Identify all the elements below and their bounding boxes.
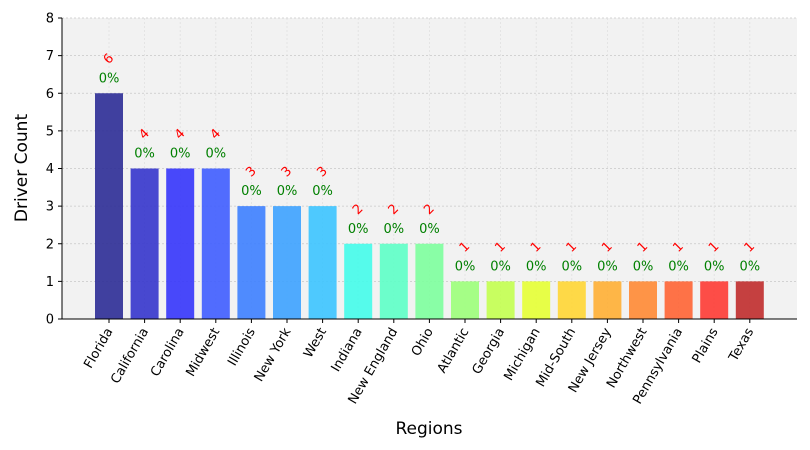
percent-label: 0% <box>277 184 298 199</box>
bar <box>308 206 337 319</box>
bar <box>593 281 622 319</box>
y-tick-label: 4 <box>46 162 54 177</box>
x-tick-label: West <box>301 326 330 361</box>
bars <box>95 93 764 319</box>
x-tick-label: Atlantic <box>435 326 473 376</box>
y-tick-label: 3 <box>46 200 54 215</box>
bar <box>629 281 657 319</box>
x-tick-label: Georgia <box>470 326 508 378</box>
percent-label: 0% <box>170 147 191 162</box>
y-axis-title: Driver Count <box>12 114 32 223</box>
bar <box>557 281 586 319</box>
bar <box>735 281 764 319</box>
percent-label: 0% <box>704 259 725 274</box>
x-tick-label: Indiana <box>329 326 366 375</box>
percent-label: 0% <box>455 259 476 274</box>
y-tick-label: 7 <box>46 49 54 64</box>
x-tick-label: Midwest <box>183 326 223 380</box>
bar <box>273 206 301 319</box>
percent-label: 0% <box>348 222 369 237</box>
bar <box>664 281 693 319</box>
y-axis: 0 1 2 3 4 5 6 7 8 <box>46 12 63 328</box>
bar <box>451 281 479 319</box>
y-tick-label: 8 <box>46 12 54 27</box>
bar <box>486 281 515 319</box>
percent-label: 0% <box>134 147 155 162</box>
percent-label: 0% <box>633 259 654 274</box>
percent-label: 0% <box>561 259 582 274</box>
percent-label: 0% <box>419 222 440 237</box>
percent-label: 0% <box>312 184 333 199</box>
x-tick-label: Ohio <box>409 325 437 359</box>
bar <box>95 93 123 319</box>
y-tick-label: 2 <box>46 237 54 252</box>
y-tick-label: 5 <box>46 124 54 139</box>
y-tick-label: 1 <box>46 275 54 290</box>
percent-labels: 0% 0% 0% 0% 0% 0% 0% 0% 0% 0% 0% 0% 0% 0% 0% 0% 0% 0% 0% <box>99 71 760 274</box>
x-tick-label: Florida <box>81 326 116 372</box>
percent-label: 0% <box>383 222 404 237</box>
bar <box>237 206 266 319</box>
x-tick-label: Texas <box>726 325 758 365</box>
percent-label: 0% <box>241 184 262 199</box>
bar <box>166 168 195 319</box>
percent-label: 0% <box>99 71 120 86</box>
bar <box>522 281 551 319</box>
percent-label: 0% <box>668 259 689 274</box>
x-tick-label: Carolina <box>148 326 188 380</box>
x-axis-title: Regions <box>395 419 462 439</box>
bar <box>201 168 230 319</box>
percent-label: 0% <box>739 259 760 274</box>
bar <box>379 243 408 319</box>
bar <box>700 281 729 319</box>
x-tick-label: Plains <box>690 325 722 366</box>
bar <box>344 243 373 319</box>
y-tick-label: 6 <box>46 87 54 102</box>
x-tick-label: Illinois <box>225 325 259 368</box>
percent-label: 0% <box>597 259 618 274</box>
y-tick-label: 0 <box>46 313 54 328</box>
percent-label: 0% <box>490 259 511 274</box>
percent-label: 0% <box>205 147 226 162</box>
percent-label: 0% <box>526 259 547 274</box>
bar <box>415 243 444 319</box>
bar <box>130 168 159 319</box>
